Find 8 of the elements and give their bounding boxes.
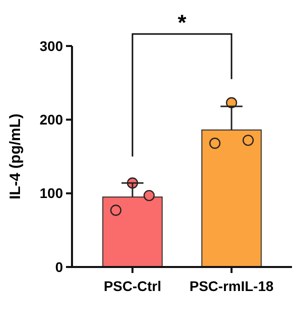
y-tick-label: 0 (55, 258, 64, 275)
x-tick-label: PSC-Ctrl (104, 278, 162, 294)
y-tick-label: 300 (40, 38, 64, 54)
text: * (178, 10, 187, 35)
x-tick-label: PSC-rmIL-18 (190, 278, 274, 294)
y-tick-label: 200 (40, 112, 64, 128)
y-axis-title: IL-4 (pg/mL) (7, 114, 24, 200)
y-tick-label: 100 (40, 185, 64, 202)
